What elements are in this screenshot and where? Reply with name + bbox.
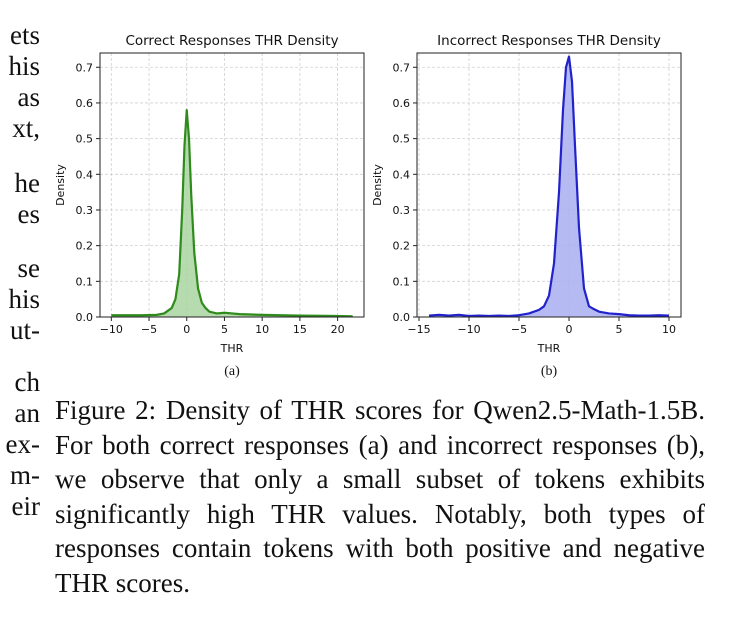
left-column-fragment: an xyxy=(14,398,40,428)
x-tick-label: 0 xyxy=(566,323,573,336)
x-axis-label: THR xyxy=(537,342,561,355)
y-axis-label: Density xyxy=(371,164,384,206)
x-tick-label: −15 xyxy=(407,323,430,336)
y-tick-label: 0.7 xyxy=(76,61,94,74)
left-column-fragment: es xyxy=(17,199,41,229)
left-column-fragment: eir xyxy=(11,491,40,521)
x-tick-label: 10 xyxy=(255,323,269,336)
left-column-fragment: xt, xyxy=(12,113,40,143)
x-tick-label: −10 xyxy=(457,323,480,336)
density-area xyxy=(429,56,669,317)
plot-frame xyxy=(416,52,682,318)
left-column-fragment: ch xyxy=(14,367,40,397)
density-line xyxy=(111,108,353,318)
left-column-fragment: m- xyxy=(10,460,40,490)
left-column-fragment: his xyxy=(8,284,40,314)
y-tick-label: 0.1 xyxy=(393,275,411,288)
figure-caption: Figure 2: Density of THR scores for Qwen… xyxy=(55,395,705,598)
density-line xyxy=(428,55,670,318)
x-tick-label: −5 xyxy=(141,323,157,336)
x-tick-label: 10 xyxy=(662,323,676,336)
left-column-fragment: his xyxy=(8,51,40,81)
chart-title: Correct Responses THR Density xyxy=(125,33,338,49)
left-column-fragment: as xyxy=(17,82,41,112)
x-axis-label: THR xyxy=(220,342,244,355)
y-tick-label: 0.2 xyxy=(76,240,94,253)
y-tick-label: 0.3 xyxy=(76,204,94,217)
y-tick-label: 0.6 xyxy=(393,97,411,110)
figure-2: −10 −5 0 5 10 15 20 0.0 0.1 0.2 0.3 0.4 0.5 0.6 0.7 Cor… xyxy=(54,33,682,379)
density-area xyxy=(111,110,353,317)
chart-correct-responses: −10 −5 0 5 10 15 20 0.0 0.1 0.2 0.3 0.4 0.5 0.6 0.7 Cor… xyxy=(54,33,365,379)
x-tick-label: 15 xyxy=(293,323,307,336)
left-column-fragment: he xyxy=(14,168,40,198)
y-tick-label: 0.3 xyxy=(393,204,411,217)
x-tick-label: 20 xyxy=(331,323,345,336)
x-tick-label: 5 xyxy=(616,323,623,336)
y-tick-label: 0.4 xyxy=(76,168,94,181)
left-column-fragment: ut- xyxy=(10,315,40,345)
y-tick-label: 0.1 xyxy=(76,275,94,288)
x-tick-label: −10 xyxy=(100,323,123,336)
subfigure-label: (b) xyxy=(541,364,558,379)
left-column-fragment: ets xyxy=(10,20,40,50)
y-tick-label: 0.2 xyxy=(393,240,411,253)
y-tick-label: 0.4 xyxy=(393,168,411,181)
x-tick-label: −5 xyxy=(511,323,527,336)
chart-incorrect-responses: −15 −10 −5 0 5 10 0.0 0.1 0.2 0.3 0.4 0.5 0.6 0.7 Inco… xyxy=(371,33,682,379)
x-tick-label: 5 xyxy=(221,323,228,336)
plot-frame xyxy=(99,52,365,318)
y-tick-label: 0.0 xyxy=(76,311,94,324)
y-tick-label: 0.5 xyxy=(76,133,94,146)
left-column-fragment: ex- xyxy=(5,429,40,459)
left-column-fragment: se xyxy=(17,253,41,283)
y-tick-label: 0.5 xyxy=(393,133,411,146)
chart-title: Incorrect Responses THR Density xyxy=(437,33,661,49)
y-tick-label: 0.7 xyxy=(393,61,411,74)
y-tick-label: 0.0 xyxy=(393,311,411,324)
x-tick-label: 0 xyxy=(183,323,190,336)
y-axis-label: Density xyxy=(54,164,67,206)
subfigure-label: (a) xyxy=(224,364,240,379)
y-tick-label: 0.6 xyxy=(76,97,94,110)
